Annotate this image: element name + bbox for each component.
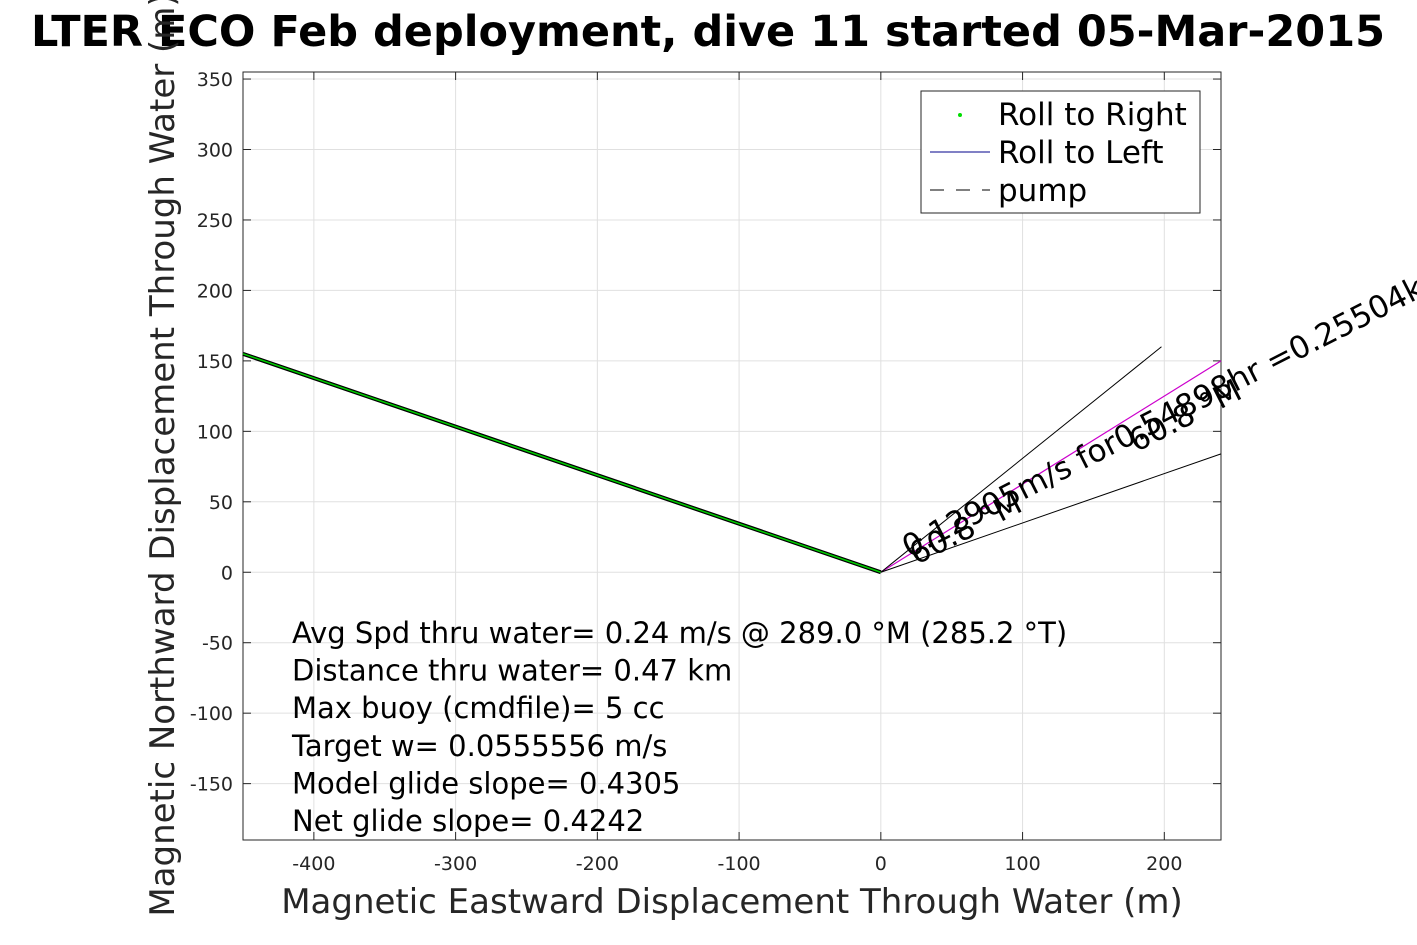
chart-title: LTER ECO Feb deployment, dive 11 started… [31,7,1385,57]
x-tick-label: 200 [1146,853,1182,875]
y-tick-label: 350 [197,69,233,91]
x-tick-label: -200 [576,853,619,875]
y-tick-label: -150 [190,774,233,796]
legend-marker-roll-right [958,113,962,117]
y-axis-label: Magnetic Northward Displacement Through … [143,0,183,917]
series-cone-upper [880,346,1162,573]
y-tick-label: -50 [202,633,233,655]
legend-label-roll-left: Roll to Left [998,135,1164,171]
y-tick-label: 200 [197,280,233,302]
info-line: Target w= 0.0555556 m/s [291,729,667,763]
x-tick-label: -400 [292,853,335,875]
series-current [880,360,1222,573]
y-tick-label: 250 [197,210,233,232]
y-tick-label: 150 [197,351,233,373]
series-roll-to-right [242,353,882,573]
data-series [242,346,1222,575]
series-cone-lower [880,453,1222,573]
y-tick-label: -100 [190,703,233,725]
info-line: Distance thru water= 0.47 km [292,654,732,688]
x-tick-label: -300 [434,853,477,875]
axis-ticks: -400 -300 -200 -100 0 100 200 -150 -100 -50 0 50 100… [190,69,1221,875]
info-text-block: Avg Spd thru water= 0.24 m/s @ 289.0 °M … [291,616,1067,838]
legend: Roll to Right Roll to Left pump [920,90,1201,214]
info-line: Model glide slope= 0.4305 [292,766,680,800]
x-tick-label: -100 [718,853,761,875]
info-line: Net glide slope= 0.4242 [292,804,644,838]
x-tick-label: 100 [1004,853,1040,875]
legend-label-roll-right: Roll to Right [998,97,1187,133]
legend-label-pump: pump [998,173,1087,209]
legend-box [920,90,1201,214]
y-tick-label: 100 [197,421,233,443]
y-tick-label: 50 [209,492,233,514]
y-tick-label: 0 [221,562,233,584]
info-line: Avg Spd thru water= 0.24 m/s @ 289.0 °M … [292,616,1067,650]
y-tick-label: 300 [197,140,233,162]
plot-area [242,71,1222,841]
x-axis-label: Magnetic Eastward Displacement Through W… [281,882,1183,922]
x-tick-label: 0 [875,853,887,875]
info-line: Max buoy (cmdfile)= 5 cc [292,691,665,725]
